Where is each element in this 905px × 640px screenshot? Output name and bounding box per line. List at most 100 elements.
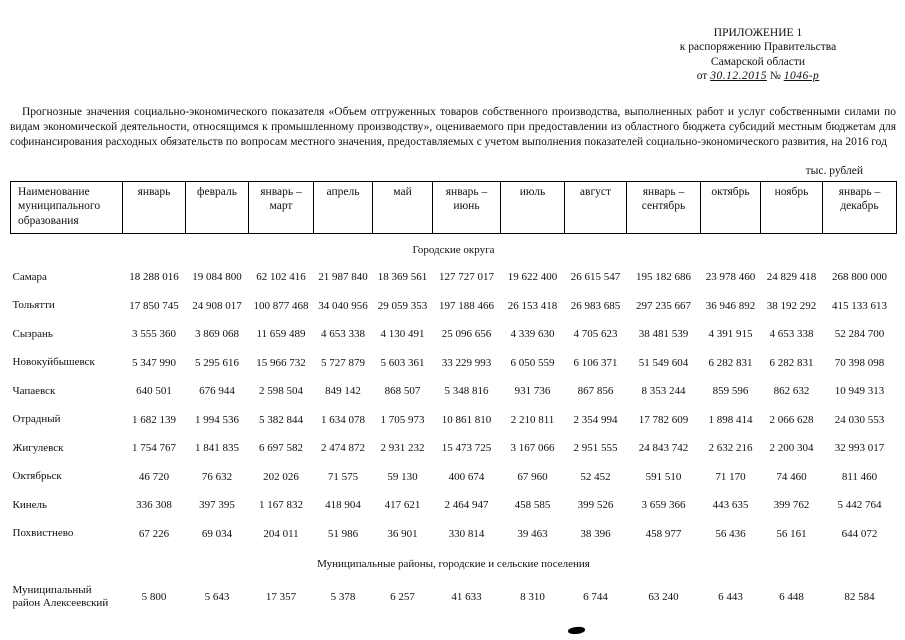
value-cell: 19 622 400 — [507, 271, 558, 284]
value-cell: 63 240 — [648, 591, 679, 603]
value-cell: 8 353 244 — [641, 385, 686, 398]
value-cell: 2 951 555 — [573, 442, 618, 455]
date-value: 30.12.2015 — [710, 70, 767, 83]
value-cell: 32 993 017 — [834, 442, 885, 455]
table-body: Городские округа Самара 18 288 016 19 084 8… — [11, 234, 897, 618]
value-cell: 1 705 973 — [380, 413, 425, 426]
value-cell: 34 040 956 — [318, 299, 368, 312]
value-cell: 67 226 — [138, 527, 170, 540]
value-cell: 2 632 216 — [708, 442, 753, 455]
value-cell: 5 347 990 — [132, 356, 176, 369]
value-cell: 2 200 304 — [769, 442, 814, 455]
value-cell: 36 901 — [387, 527, 418, 540]
section-title: Муниципальные районы, городские и сельск… — [317, 558, 590, 570]
header-row: Наименование муниципального образования … — [10, 181, 897, 234]
value-cell: 1 167 832 — [259, 499, 303, 512]
municipality-name: Чапаевск — [12, 384, 56, 397]
value-cell: 3 659 366 — [641, 499, 686, 512]
value-cell: 2 931 232 — [380, 442, 425, 455]
value-cell: 330 814 — [448, 527, 485, 540]
municipality-name: Жигулевск — [12, 441, 64, 454]
municipality-name: Тольятти — [12, 299, 55, 312]
value-cell: 268 800 000 — [832, 271, 887, 284]
value-cell: 2 598 504 — [259, 385, 303, 398]
column-header-jan-sep: январь – сентябрь — [626, 181, 701, 234]
value-cell: 458 585 — [514, 499, 551, 512]
column-header-feb: февраль — [185, 181, 249, 234]
table-row: Тольятти 17 850 745 24 908 017 100 877 468 3… — [11, 292, 897, 321]
table-row: Новокуйбышевск 5 347 990 5 295 616 15 966 7… — [11, 349, 897, 378]
value-cell: 18 288 016 — [129, 271, 179, 284]
column-header-oct: октябрь — [700, 181, 761, 234]
value-cell: 443 635 — [712, 499, 749, 512]
value-cell: 5 800 — [141, 591, 167, 603]
section-title: Городские округа — [412, 244, 495, 256]
value-cell: 397 395 — [199, 499, 235, 512]
value-cell: 51 986 — [327, 527, 359, 540]
value-cell: 38 481 539 — [638, 328, 689, 341]
value-cell: 862 632 — [773, 385, 810, 398]
appendix-header: ПРИЛОЖЕНИЕ 1 к распоряжению Правительств… — [648, 26, 868, 84]
value-cell: 5 378 — [330, 591, 356, 603]
value-cell: 591 510 — [645, 470, 682, 483]
appendix-line1: к распоряжению Правительства — [679, 41, 837, 54]
value-cell: 26 983 685 — [570, 299, 621, 312]
value-cell: 202 026 — [263, 470, 299, 483]
column-header-jan-jun: январь – июнь — [432, 181, 501, 234]
number-prefix: № — [769, 70, 781, 83]
value-cell: 6 448 — [779, 591, 804, 603]
value-cell: 26 153 418 — [507, 299, 558, 312]
value-cell: 59 130 — [387, 470, 418, 483]
value-cell: 859 596 — [712, 385, 749, 398]
value-cell: 399 762 — [773, 499, 810, 512]
value-cell: 417 621 — [384, 499, 421, 512]
value-cell: 6 282 831 — [708, 356, 753, 369]
column-header-jan: январь — [122, 181, 186, 234]
value-cell: 5 603 361 — [380, 356, 425, 369]
value-cell: 36 946 892 — [705, 299, 756, 312]
value-cell: 2 464 947 — [444, 499, 489, 512]
document-title: Прогнозные значения социально-экономичес… — [10, 106, 896, 148]
value-cell: 336 308 — [136, 499, 172, 512]
value-cell: 17 782 609 — [638, 413, 689, 426]
municipality-name: Кинель — [12, 498, 48, 511]
value-cell: 52 452 — [580, 470, 611, 483]
appendix-date-line: от 30.12.2015 № 1046-р — [648, 69, 868, 83]
municipality-name: Самара — [12, 270, 47, 283]
value-cell: 5 442 764 — [837, 499, 882, 512]
column-header-nov: ноябрь — [760, 181, 823, 234]
value-cell: 38 396 — [580, 527, 611, 540]
value-cell: 1 994 536 — [195, 413, 239, 426]
report-table: Наименование муниципального образования … — [10, 181, 897, 617]
value-cell: 6 282 831 — [769, 356, 814, 369]
value-cell: 56 436 — [715, 527, 746, 540]
section-title-row: Муниципальные районы, городские и сельск… — [11, 548, 897, 577]
value-cell: 6 106 371 — [573, 356, 618, 369]
table-row: Отрадный 1 682 139 1 994 536 5 382 844 1 634… — [11, 406, 897, 435]
column-header-jul: июль — [500, 181, 565, 234]
date-prefix: от — [696, 70, 708, 83]
value-cell: 8 310 — [520, 591, 545, 603]
table-row: Муниципальный район Алексеевский 5 800 5 6… — [11, 577, 897, 617]
value-cell: 71 170 — [715, 470, 746, 483]
municipality-name: Сызрань — [12, 327, 53, 340]
value-cell: 4 130 491 — [380, 328, 425, 341]
value-cell: 3 555 360 — [132, 328, 176, 341]
value-cell: 867 856 — [577, 385, 614, 398]
value-cell: 458 977 — [645, 527, 682, 540]
value-cell: 56 161 — [776, 527, 807, 540]
value-cell: 11 659 489 — [256, 328, 306, 341]
value-cell: 868 507 — [384, 385, 421, 398]
table-row: Жигулевск 1 754 767 1 841 835 6 697 582 2 47… — [11, 434, 897, 463]
value-cell: 931 736 — [514, 385, 551, 398]
value-cell: 39 463 — [517, 527, 548, 540]
value-cell: 76 632 — [201, 470, 233, 483]
value-cell: 33 229 993 — [441, 356, 492, 369]
value-cell: 2 066 628 — [769, 413, 814, 426]
value-cell: 24 843 742 — [638, 442, 689, 455]
value-cell: 82 584 — [844, 591, 875, 603]
value-cell: 644 072 — [841, 527, 878, 540]
value-cell: 4 391 915 — [708, 328, 753, 341]
appendix-line2: Самарской области — [710, 55, 806, 68]
